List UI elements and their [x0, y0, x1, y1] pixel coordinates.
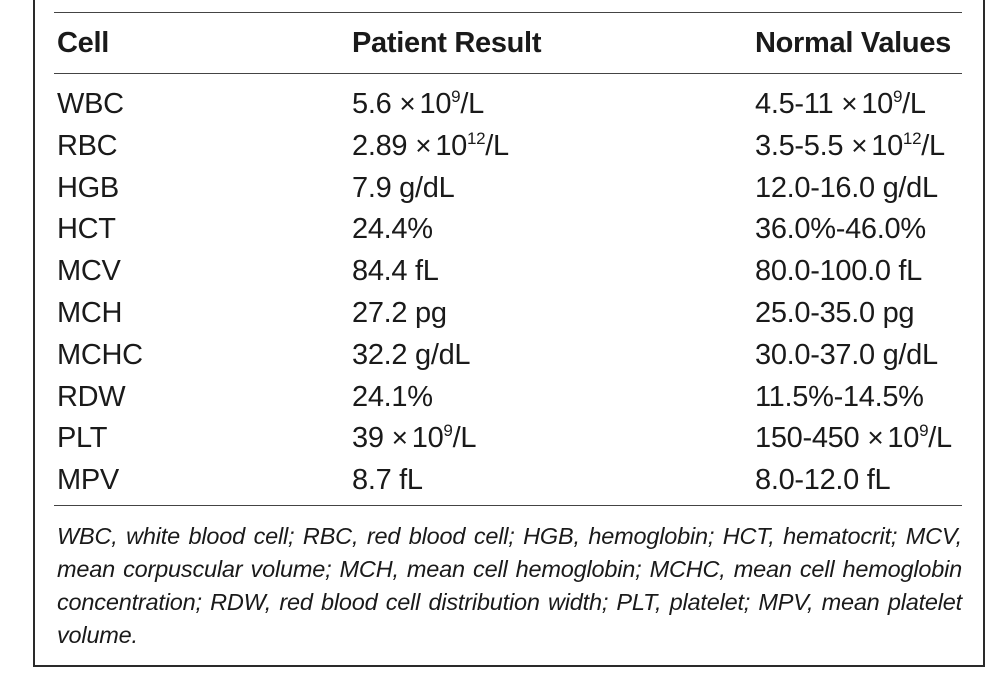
table-row: MCV 84.4 fL 80.0-100.0 fL [0, 251, 1008, 291]
patient-result-text: 7.9 g/dL [352, 171, 455, 204]
table-row: HCT 24.4% 36.0%-46.0% [0, 209, 1008, 249]
table-row: HGB 7.9 g/dL 12.0-16.0 g/dL [0, 168, 1008, 208]
patient-result-text: 8.7 fL [352, 464, 423, 497]
power-base: 10 [871, 129, 903, 162]
patient-result-text: 5.6 [352, 88, 392, 120]
multiply-sign: × [867, 422, 884, 454]
exponent: 9 [443, 421, 453, 441]
patient-result-text: 27.2 pg [352, 297, 447, 329]
patient-result: 8.7 fL [352, 460, 423, 500]
patient-result-text: 32.2 g/dL [352, 338, 471, 371]
header-normal-values: Normal Values [755, 27, 951, 59]
multiply-sign: × [841, 88, 858, 119]
normal-value-text: 8.0-12.0 fL [755, 464, 891, 497]
normal-value-text: 30.0-37.0 g/dL [755, 338, 938, 371]
power-base: 10 [419, 88, 452, 120]
cell-name: HGB [57, 171, 119, 204]
normal-value-text: 12.0-16.0 g/dL [755, 171, 938, 204]
patient-result-text: 2.89 [352, 129, 408, 162]
patient-result: 2.89 × 1012/L [352, 126, 509, 166]
patient-result-text: 24.4% [352, 213, 433, 246]
unit: /L [928, 422, 952, 455]
multiply-sign: × [391, 422, 408, 454]
cell-name: RDW [57, 380, 126, 413]
normal-value: 30.0-37.0 g/dL [755, 335, 938, 375]
power-base: 10 [861, 88, 894, 120]
exponent: 9 [893, 87, 903, 106]
normal-value-text: 150-450 [755, 422, 860, 455]
cell-name: PLT [57, 422, 108, 455]
header-patient-result: Patient Result [352, 27, 542, 59]
table-bottom-rule [54, 505, 962, 506]
table-row: MCHC 32.2 g/dL 30.0-37.0 g/dL [0, 335, 1008, 375]
normal-value: 25.0-35.0 pg [755, 293, 915, 333]
power-base: 10 [411, 422, 444, 455]
header-cell: Cell [57, 27, 109, 59]
patient-result: 27.2 pg [352, 293, 447, 333]
patient-result: 84.4 fL [352, 251, 439, 291]
normal-value: 150-450 × 109/L [755, 418, 952, 458]
patient-result: 24.1% [352, 377, 433, 417]
cell-name: MCH [57, 297, 123, 329]
exponent: 12 [466, 128, 486, 148]
normal-value: 12.0-16.0 g/dL [755, 168, 938, 208]
table-row: RBC 2.89 × 1012/L 3.5-5.5 × 1012/L [0, 126, 1008, 166]
normal-value: 8.0-12.0 fL [755, 460, 891, 500]
cell-name: RBC [57, 129, 118, 162]
normal-value: 36.0%-46.0% [755, 209, 926, 249]
cell-name: WBC [57, 88, 124, 120]
normal-value-text: 25.0-35.0 pg [755, 297, 915, 329]
table-row: RDW 24.1% 11.5%-14.5% [0, 377, 1008, 417]
patient-result: 39 × 109/L [352, 418, 476, 458]
unit: /L [452, 422, 477, 455]
patient-result-text: 24.1% [352, 380, 433, 413]
table-frame [33, 0, 985, 667]
table-header-rule [54, 73, 962, 74]
exponent: 12 [902, 128, 922, 148]
multiply-sign: × [415, 129, 432, 161]
patient-result: 7.9 g/dL [352, 168, 455, 208]
normal-value-text: 3.5-5.5 [755, 129, 844, 162]
table-footnote: WBC, white blood cell; RBC, red blood ce… [57, 523, 962, 648]
unit: /L [485, 129, 509, 162]
patient-result: 5.6 × 109/L [352, 84, 484, 124]
unit: /L [902, 88, 926, 120]
normal-value: 11.5%-14.5% [755, 377, 924, 417]
exponent: 9 [919, 421, 929, 441]
cell-name: MCV [57, 255, 121, 288]
cell-name: MCHC [57, 338, 143, 371]
power-base: 10 [435, 129, 467, 162]
table-top-rule [54, 12, 962, 13]
unit: /L [921, 129, 945, 162]
multiply-sign: × [851, 129, 868, 161]
patient-result-text: 39 [352, 422, 384, 455]
power-base: 10 [887, 422, 920, 455]
cell-name: MPV [57, 464, 119, 497]
patient-result: 32.2 g/dL [352, 335, 471, 375]
table-row: MPV 8.7 fL 8.0-12.0 fL [0, 460, 1008, 500]
normal-value: 80.0-100.0 fL [755, 251, 922, 291]
patient-result: 24.4% [352, 209, 433, 249]
table-row: MCH 27.2 pg 25.0-35.0 pg [0, 293, 1008, 333]
normal-value: 4.5-11 × 109/L [755, 84, 926, 124]
multiply-sign: × [399, 88, 416, 119]
normal-value-text: 80.0-100.0 fL [755, 255, 923, 288]
cell-name: HCT [57, 213, 116, 246]
normal-value-text: 36.0%-46.0% [755, 213, 926, 246]
normal-value-text: 4.5-11 [755, 88, 834, 120]
table-row: WBC 5.6 × 109/L 4.5-11 × 109/L [0, 84, 1008, 124]
normal-value: 3.5-5.5 × 1012/L [755, 126, 945, 166]
normal-value-text: 11.5%-14.5% [755, 380, 924, 413]
table-row: PLT 39 × 109/L 150-450 × 109/L [0, 418, 1008, 458]
patient-result-text: 84.4 fL [352, 255, 439, 288]
unit: /L [460, 88, 484, 120]
exponent: 9 [451, 87, 461, 106]
